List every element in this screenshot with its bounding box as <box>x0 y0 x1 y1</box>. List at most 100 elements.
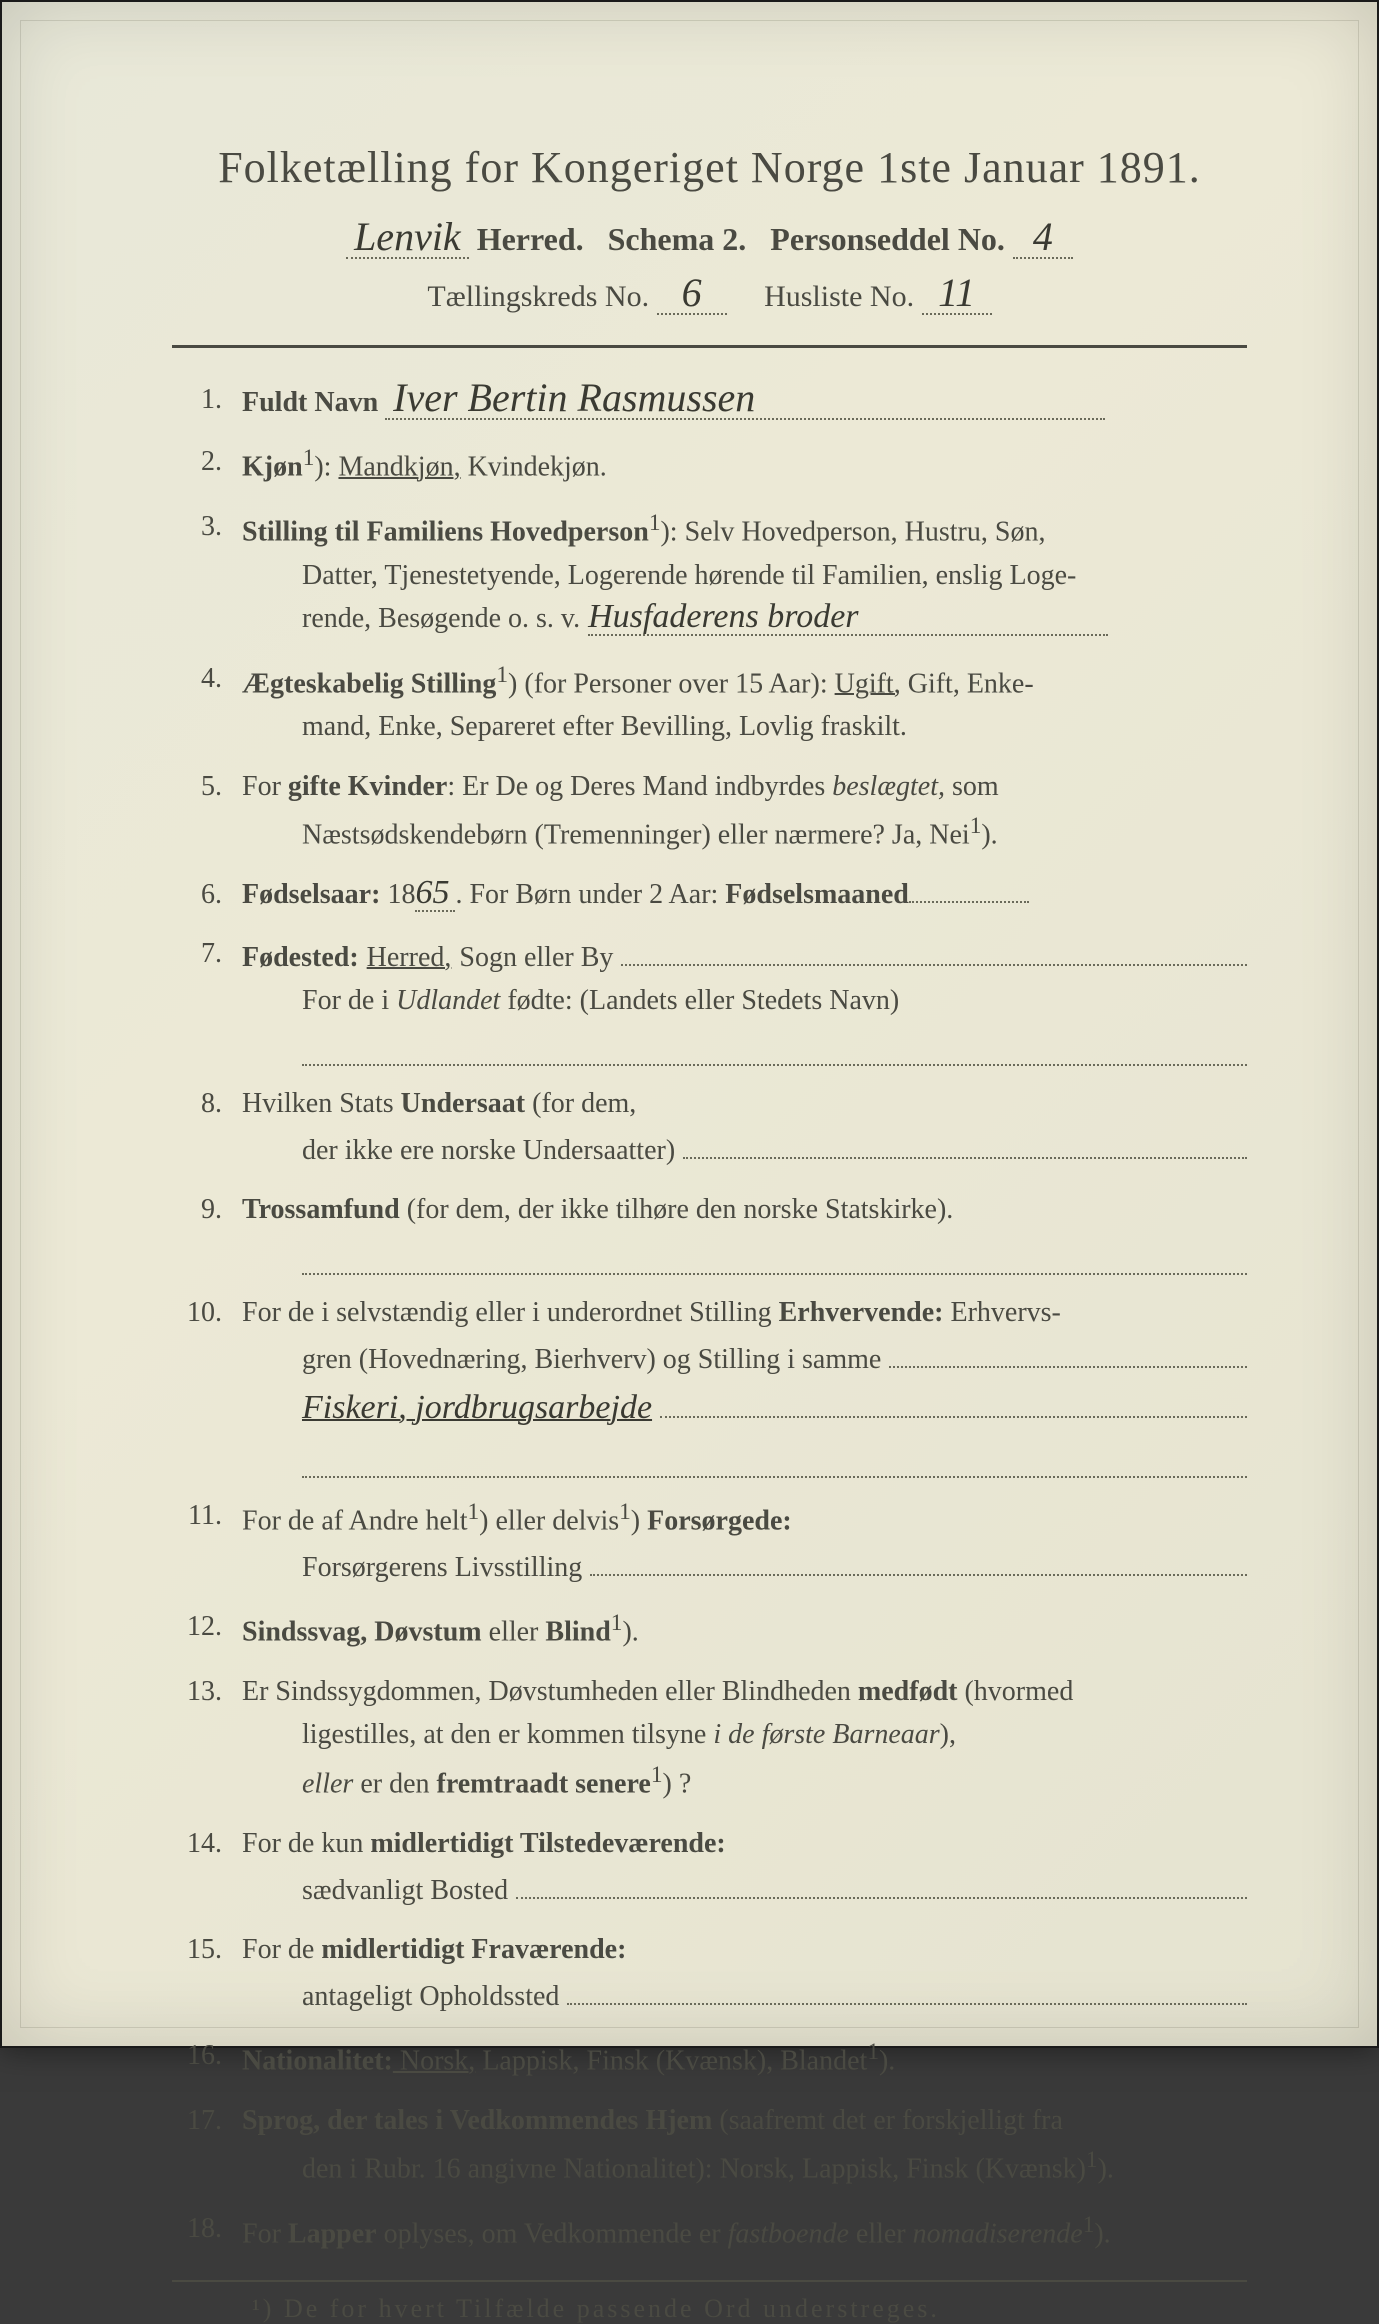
q1-label: Fuldt Navn <box>242 387 378 418</box>
q5-l1b: gifte Kvinder <box>288 771 447 802</box>
q15-l1b: midlertidigt Fraværende: <box>321 1934 626 1965</box>
q5-l1e: som <box>945 771 999 802</box>
q7-blank2 <box>302 1034 1247 1066</box>
q10-hw: Fiskeri, jordbrugsarbejde <box>302 1382 652 1435</box>
q5-l2: Næstsødskendebørn (Tremenninger) eller n… <box>302 819 970 850</box>
q18-c: oplyses, om Vedkommende er <box>377 2218 728 2249</box>
q6-year-hw: 65 <box>415 874 449 911</box>
q17-l1a: Sprog, der tales i Vedkommendes Hjem <box>242 2105 712 2136</box>
q16: Nationalitet: Norsk, Lappisk, Finsk (Kvæ… <box>172 2034 1247 2083</box>
q17: Sprog, der tales i Vedkommendes Hjem (sa… <box>172 2099 1247 2191</box>
q11-blank <box>590 1542 1247 1576</box>
header-rule <box>172 345 1247 348</box>
form-title: Folketælling for Kongeriget Norge 1ste J… <box>172 142 1247 193</box>
q18: For Lapper oplyses, om Vedkommende er fa… <box>172 2207 1247 2256</box>
q12-a: Sindssvag, Døvstum <box>242 1617 482 1648</box>
q2-sup: 1 <box>303 445 315 471</box>
q11-l2: Forsørgerens Livsstilling <box>302 1546 582 1589</box>
q7-d: Udlandet <box>396 985 500 1016</box>
q10-blank1 <box>889 1335 1247 1369</box>
q3-l1a: Stilling til Familiens Hovedperson <box>242 516 649 547</box>
q2-rest: ): <box>314 452 338 483</box>
q7-a: Fødested: <box>242 936 359 979</box>
q13-l3c: fremtraadt senere <box>437 1768 651 1799</box>
q10-l1: For de i selvstændig eller i underordnet… <box>242 1297 779 1328</box>
footnote: ¹) De for hvert Tilfælde passende Ord un… <box>172 2294 1247 2324</box>
q4-l1c: Gift, Enke- <box>901 668 1034 699</box>
q14-l1b: midlertidigt Tilstedeværende: <box>370 1828 725 1859</box>
q17-l2b: ). <box>1098 2154 1114 2185</box>
q11-l1: For de af Andre helt <box>242 1505 468 1536</box>
q5: For gifte Kvinder: Er De og Deres Mand i… <box>172 765 1247 857</box>
q8-l1: Hvilken Stats <box>242 1088 401 1119</box>
q5-l1d: beslægtet, <box>832 771 945 802</box>
q3: Stilling til Familiens Hovedperson1): Se… <box>172 505 1247 641</box>
q12-d: ). <box>622 1617 638 1648</box>
q15-l1: For de <box>242 1934 321 1965</box>
q10-l1c: Erhvervs- <box>943 1297 1060 1328</box>
header-row-2: Tællingskreds No. 6 Husliste No. 11 <box>172 273 1247 315</box>
q3-l2: Datter, Tjenestetyende, Logerende hørend… <box>242 554 1247 597</box>
header-row-1: Lenvik Herred. Schema 2. Personseddel No… <box>172 217 1247 259</box>
q13: Er Sindssygdommen, Døvstumheden eller Bl… <box>172 1670 1247 1806</box>
husliste-no: 11 <box>930 273 983 313</box>
q7-e: fødte: (Landets eller Stedets Navn) <box>500 985 899 1016</box>
husliste-label: Husliste No. <box>764 280 914 313</box>
q8-l1c: (for dem, <box>525 1088 636 1119</box>
q13-l2a: ligestilles, at den er kommen tilsyne <box>302 1719 713 1750</box>
q1-name-hw: Iver Bertin Rasmussen <box>385 378 763 418</box>
herred-handwritten: Lenvik <box>346 217 469 257</box>
q2-kvindekjon: Kvindekjøn. <box>461 452 607 483</box>
q13-l1: Er Sindssygdommen, Døvstumheden eller Bl… <box>242 1676 858 1707</box>
q18-b: Lapper <box>288 2218 377 2249</box>
q6-a: Fødselsaar: <box>242 879 380 910</box>
q2-label: Kjøn <box>242 452 303 483</box>
q12: Sindssvag, Døvstum eller Blind1). <box>172 1605 1247 1654</box>
q2-mandkjon: Mandkjøn, <box>338 452 460 483</box>
q9: Trossamfund (for dem, der ikke tilhøre d… <box>172 1188 1247 1275</box>
q9-b: (for dem, der ikke tilhøre den norske St… <box>400 1194 954 1225</box>
q13-l3d: ) ? <box>663 1768 692 1799</box>
q17-l1b: (saafremt det er forskjelligt fra <box>712 2105 1063 2136</box>
q18-a: For <box>242 2218 288 2249</box>
schema-label: Schema 2. <box>608 221 747 257</box>
q7-herred: Herred, <box>367 936 452 979</box>
q17-l2: den i Rubr. 16 angivne Nationalitet): No… <box>302 2154 1086 2185</box>
q3-l1b: ): Selv Hovedperson, Hustru, Søn, <box>660 516 1045 547</box>
personseddel-label: Personseddel No. <box>770 221 1005 257</box>
q6-b: . For Børn under 2 Aar: <box>455 879 725 910</box>
q13-l1c: (hvormed <box>957 1676 1073 1707</box>
q14-l2: sædvanligt Bosted <box>302 1869 508 1912</box>
q13-l2c: ), <box>940 1719 956 1750</box>
q6-blank <box>909 901 1029 903</box>
q4-ugift: Ugift, <box>835 668 901 699</box>
q16-norsk: Norsk, <box>393 2046 475 2077</box>
q18-e: eller <box>849 2218 913 2249</box>
q15: For de midlertidigt Fraværende: antageli… <box>172 1928 1247 2018</box>
q7-c: For de i <box>302 985 396 1016</box>
q6-prefix: 18 <box>380 879 415 910</box>
q10-l1b: Erhvervende: <box>779 1297 944 1328</box>
q7: Fødested: Herred, Sogn eller By For de i… <box>172 932 1247 1066</box>
q15-l2: antageligt Opholdssted <box>302 1975 559 2018</box>
q2: Kjøn1): Mandkjøn, Kvindekjøn. <box>172 440 1247 489</box>
herred-label: Herred. <box>477 221 584 257</box>
q11: For de af Andre helt1) eller delvis1) Fo… <box>172 1494 1247 1590</box>
q9-a: Trossamfund <box>242 1194 400 1225</box>
q13-l3a: eller <box>302 1768 353 1799</box>
q4-l1a: Ægteskabelig Stilling <box>242 668 496 699</box>
q1: Fuldt Navn Iver Bertin Rasmussen <box>172 378 1247 424</box>
q6-c: Fødselsmaaned <box>725 879 909 910</box>
q16-b: Lappisk, Finsk (Kvænsk), Blandet <box>475 2046 867 2077</box>
q8-blank <box>683 1125 1247 1159</box>
q9-blank <box>302 1243 1247 1275</box>
q14-blank <box>516 1865 1247 1899</box>
q11-l1c: ) <box>631 1505 647 1536</box>
q10-blank3 <box>302 1446 1247 1478</box>
q14: For de kun midlertidigt Tilstedeværende:… <box>172 1822 1247 1912</box>
q4-l1b: ) (for Personer over 15 Aar): <box>508 668 835 699</box>
question-list: Fuldt Navn Iver Bertin Rasmussen Kjøn1):… <box>172 378 1247 2256</box>
q8-l1b: Undersaat <box>401 1088 525 1119</box>
q3-hw: Husfaderens broder <box>588 600 1108 636</box>
q4: Ægteskabelig Stilling1) (for Personer ov… <box>172 657 1247 749</box>
